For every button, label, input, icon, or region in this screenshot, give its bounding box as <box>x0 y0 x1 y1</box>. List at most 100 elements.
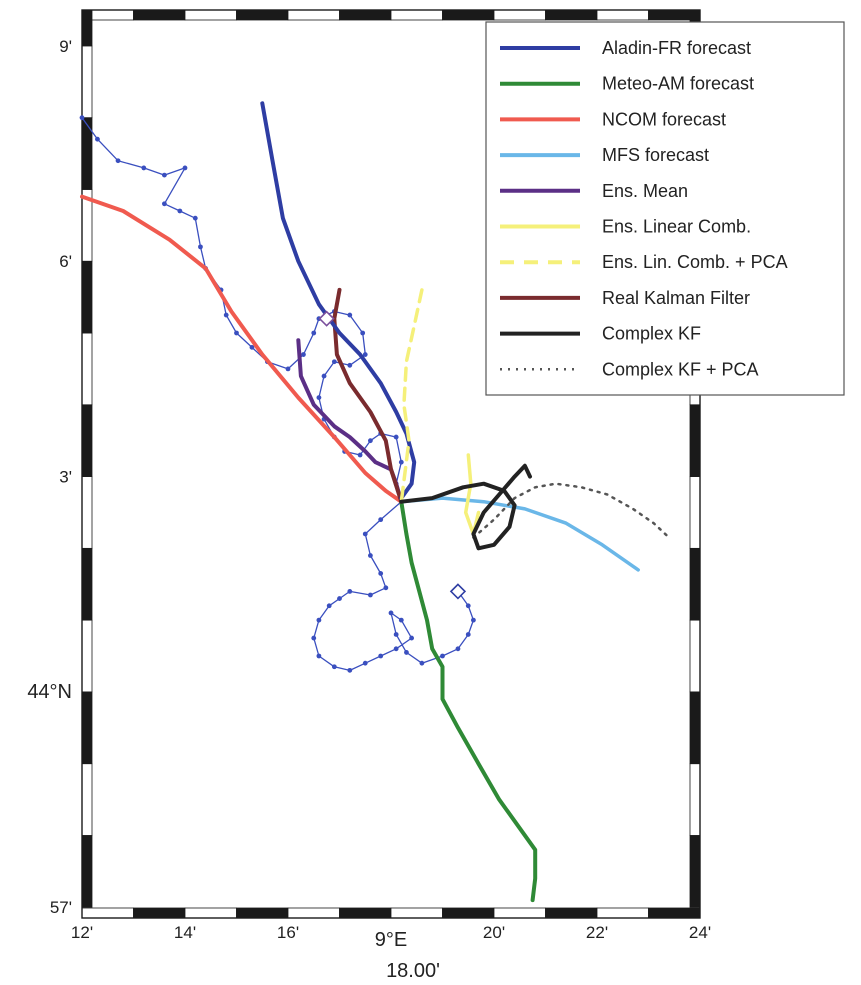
observed-track <box>81 117 402 503</box>
frame-segment <box>689 835 701 908</box>
observed-point <box>162 201 167 207</box>
observed-point <box>316 653 322 659</box>
observed-point <box>383 585 389 591</box>
lat-tick-label: 9' <box>59 37 72 56</box>
meteo-am-track <box>399 499 538 903</box>
legend-label: Complex KF <box>602 324 701 344</box>
observed-point <box>223 312 229 318</box>
observed-point <box>409 635 414 641</box>
observed-point <box>347 667 353 673</box>
ens-lin-pca-track <box>399 288 424 504</box>
observed-point <box>311 635 317 641</box>
observed-point <box>234 330 239 336</box>
observed-point <box>393 646 399 652</box>
frame-segment <box>545 9 598 21</box>
observed-point <box>141 165 147 171</box>
frame-segment <box>81 763 93 836</box>
observed-point <box>378 517 384 523</box>
frame-outline <box>81 9 701 919</box>
observed-point <box>362 531 368 537</box>
observed-point <box>316 395 322 401</box>
observed-point <box>465 632 471 637</box>
legend-label: Ens. Mean <box>602 181 688 201</box>
lat-tick-label: 3' <box>59 468 72 487</box>
observed-point <box>198 244 203 250</box>
frame-segment <box>648 907 701 919</box>
frame-segment <box>390 9 443 21</box>
observed-point <box>162 172 167 178</box>
frame-segment <box>184 9 237 21</box>
axis-tick-labels: 12' 14' 16' 9°E 20' 22' 24' 9' 6' 3' 44°N 57' <box>27 37 711 951</box>
observed-point <box>321 373 327 379</box>
legend-label: NCOM forecast <box>602 109 726 129</box>
frame-segment <box>493 9 546 21</box>
observed-point <box>419 660 425 666</box>
lon-tick-label: 24' <box>689 923 711 942</box>
observed-point <box>316 617 322 623</box>
legend-label: Meteo-AM forecast <box>602 74 754 94</box>
legend: Aladin-FR forecast Meteo-AM forecast NCOM … <box>485 21 845 396</box>
legend-item: Aladin-FR forecast <box>500 38 751 58</box>
frame-segment <box>81 835 93 908</box>
frame-segment <box>236 907 289 919</box>
frame-segment <box>545 907 598 919</box>
observed-point <box>393 434 399 440</box>
observed-point <box>331 359 337 365</box>
frame-segment <box>133 907 186 919</box>
frame-segment <box>81 9 93 47</box>
ncom-track <box>80 194 404 504</box>
frame-segment <box>689 404 701 477</box>
frame-segment <box>81 332 93 406</box>
observed-point <box>337 596 342 601</box>
lat-tick-label: 57' <box>50 898 72 917</box>
frame-segment <box>81 476 93 549</box>
lon-tick-label: 16' <box>277 923 299 942</box>
observed-point <box>79 115 85 121</box>
lat-tick-label: 6' <box>59 252 72 271</box>
complex-kf-track <box>399 463 532 551</box>
observed-point <box>465 603 471 609</box>
observed-point <box>357 452 363 458</box>
legend-item: Ens. Mean <box>500 181 688 201</box>
frame-segment <box>689 763 701 836</box>
frame-segment <box>236 9 289 21</box>
observed-point <box>388 610 394 616</box>
frame-segment <box>596 907 649 919</box>
frame-segment <box>596 9 649 21</box>
observed-point <box>347 362 353 368</box>
frame-segment <box>339 907 392 919</box>
observed-point <box>182 165 188 171</box>
lon-tick-label: 14' <box>174 923 196 942</box>
frame-segment <box>689 547 701 621</box>
observed-point <box>285 366 291 372</box>
observed-point <box>398 459 404 465</box>
observed-point <box>378 571 384 576</box>
frame-segment <box>287 907 340 919</box>
observed-point <box>471 617 476 623</box>
observed-point <box>177 208 183 214</box>
observed-point <box>368 553 373 558</box>
lon-tick-label: 9°E <box>375 929 407 951</box>
aladin-track <box>260 101 417 501</box>
frame-segment <box>133 9 186 21</box>
observed-point <box>440 653 445 659</box>
frame-segment <box>81 45 93 119</box>
observed-point <box>362 352 368 357</box>
observed-point <box>398 617 404 623</box>
observed-point <box>404 650 409 655</box>
frame-segment <box>81 260 93 334</box>
start-marker <box>318 310 335 327</box>
frame-segment <box>689 691 701 765</box>
frame-segment <box>339 9 392 21</box>
legend-item: Meteo-AM forecast <box>500 74 754 94</box>
observed-point <box>455 646 461 652</box>
legend-item: MFS forecast <box>500 145 709 165</box>
lon-tick-label: 22' <box>586 923 608 942</box>
observed-point <box>115 158 121 164</box>
observed-point <box>192 215 198 221</box>
lon-tick-label: 20' <box>483 923 505 942</box>
observed-point <box>347 312 353 318</box>
frame-segment <box>81 691 93 765</box>
start-marker <box>449 583 467 600</box>
